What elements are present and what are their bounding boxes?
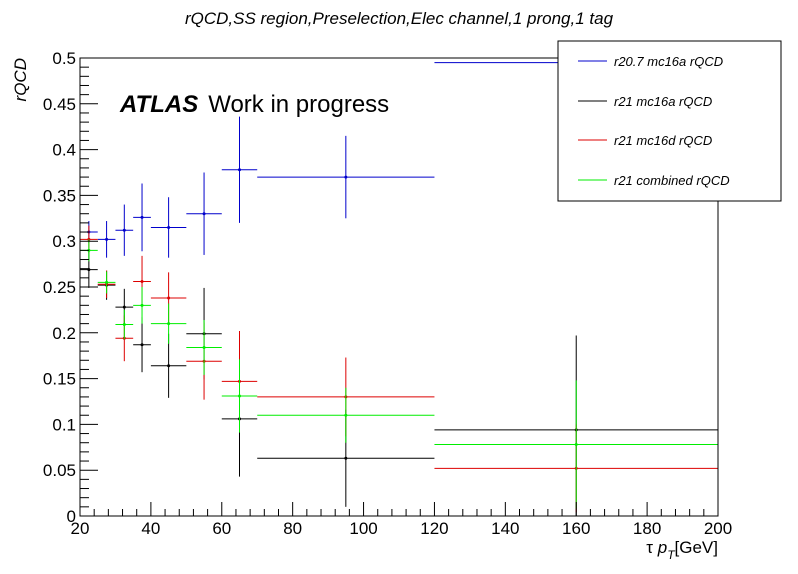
series-1-point-4 <box>150 333 187 398</box>
series-3-point-5 <box>186 319 222 375</box>
x-tick-label: 80 <box>283 519 302 538</box>
series-0-point-5 <box>186 172 222 255</box>
series-1-point-3 <box>133 317 151 373</box>
data-marker <box>238 168 241 172</box>
data-marker <box>122 305 126 309</box>
series-3 <box>80 239 718 509</box>
data-marker <box>167 322 171 326</box>
series-3-point-2 <box>115 309 134 340</box>
x-axis-label-prefix: τ <box>646 538 657 557</box>
legend-label-2: r21 mc16d rQCD <box>614 133 712 148</box>
x-tick-label: 160 <box>562 519 590 538</box>
series-0-point-7 <box>257 135 435 219</box>
series-3-point-1 <box>97 271 116 294</box>
data-marker <box>167 364 171 368</box>
y-tick-label: 0.1 <box>52 415 76 434</box>
atlas-label-bold: ATLAS <box>119 91 198 118</box>
chart-title: rQCD,SS region,Preselection,Elec channel… <box>185 9 614 28</box>
data-marker <box>167 225 171 229</box>
series-3-point-4 <box>150 303 187 344</box>
data-marker <box>140 280 144 284</box>
legend-label-3: r21 combined rQCD <box>614 173 730 188</box>
y-axis-label: rQCD <box>11 58 30 101</box>
series-3-point-8 <box>434 380 718 509</box>
y-tick-label: 0.5 <box>52 49 76 68</box>
data-marker <box>167 296 171 300</box>
data-marker <box>140 343 144 347</box>
x-tick-label: 200 <box>704 519 732 538</box>
series-0-point-4 <box>150 197 187 258</box>
y-tick-label: 0.3 <box>52 232 76 251</box>
x-axis-label-p: p <box>657 538 667 557</box>
atlas-label: ATLAS Work in progress <box>119 91 389 118</box>
data-marker <box>202 212 206 216</box>
x-tick-label: 140 <box>491 519 519 538</box>
data-marker <box>140 303 144 307</box>
data-marker <box>140 215 144 219</box>
y-tick-label: 0.2 <box>52 324 76 343</box>
x-tick-label: 20 <box>71 519 90 538</box>
data-marker <box>574 443 578 447</box>
data-marker <box>105 280 109 284</box>
data-marker <box>202 345 206 349</box>
axis-tick-labels: 20 40 60 80 100 120 140 160 180 200 0 0.05 0.1 0.15 0.… <box>43 49 732 538</box>
data-layer <box>80 58 718 516</box>
y-tick-label: 0.35 <box>43 186 76 205</box>
x-axis-label-sub: T <box>667 548 676 562</box>
series-3-point-6 <box>221 359 258 433</box>
x-tick-label: 120 <box>420 519 448 538</box>
data-marker <box>122 323 126 327</box>
x-axis-label-suffix: [GeV] <box>675 538 718 557</box>
y-tick-label: 0.45 <box>43 95 76 114</box>
legend-label-0: r20.7 mc16a rQCD <box>614 54 723 69</box>
series-3-point-3 <box>133 287 151 324</box>
series-3-point-7 <box>257 387 435 443</box>
series-0 <box>80 58 718 258</box>
series-0-point-6 <box>221 116 258 223</box>
legend-label-1: r21 mc16a rQCD <box>614 94 712 109</box>
data-marker <box>344 175 348 179</box>
y-tick-label: 0.25 <box>43 278 76 297</box>
data-marker <box>344 413 348 417</box>
x-tick-label: 60 <box>212 519 231 538</box>
series-0-point-2 <box>115 204 134 256</box>
data-marker <box>344 456 348 460</box>
x-axis-label: τ pT[GeV] <box>646 538 718 562</box>
legend: r20.7 mc16a rQCD r21 mc16a rQCD r21 mc16… <box>557 40 782 202</box>
x-tick-label: 100 <box>349 519 377 538</box>
data-marker <box>105 237 109 241</box>
y-tick-label: 0.4 <box>52 141 76 160</box>
axis-ticks <box>79 57 719 517</box>
legend-box <box>557 40 782 202</box>
atlas-label-text: Work in progress <box>208 91 389 118</box>
series-0-point-1 <box>97 221 116 258</box>
series-0-point-3 <box>133 183 151 252</box>
x-tick-label: 40 <box>141 519 160 538</box>
y-tick-label: 0.15 <box>43 370 76 389</box>
y-tick-label: 0 <box>67 507 76 526</box>
data-marker <box>238 394 241 398</box>
data-marker <box>122 228 126 232</box>
x-tick-label: 180 <box>633 519 661 538</box>
y-tick-label: 0.05 <box>43 461 76 480</box>
